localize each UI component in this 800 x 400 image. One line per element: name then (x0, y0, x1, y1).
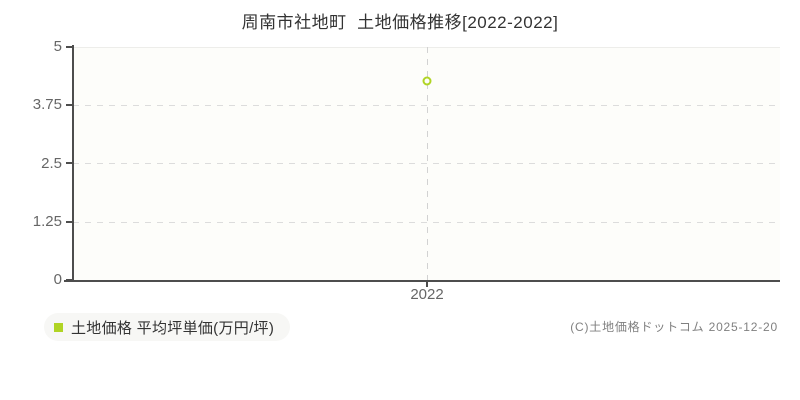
gridline-y-5 (73, 47, 780, 48)
y-axis-label-3-75: 3.75 (32, 96, 62, 113)
y-tick-mark-3-75 (66, 104, 74, 106)
page-title: 周南市社地町 土地価格推移[2022-2022] (0, 8, 800, 33)
x-tick-mark-2022 (426, 280, 428, 287)
y-tick-mark-2-5 (66, 162, 74, 164)
square-swatch-icon (54, 322, 63, 332)
legend-series-label: 土地価格 平均坪単価(万円/坪) (71, 319, 275, 337)
title-year-range: [2022-2022] (462, 13, 559, 32)
chart-legend[interactable]: 土地価格 平均坪単価(万円/坪) (44, 313, 291, 341)
data-point-marker[interactable] (422, 76, 431, 86)
y-axis-label-1-25: 1.25 (32, 213, 62, 230)
x-axis-label-2022: 2022 (410, 286, 444, 303)
y-tick-mark-0 (66, 279, 74, 281)
gridline-y-2-5 (73, 163, 780, 164)
gridline-y-3-75 (73, 105, 780, 106)
y-tick-mark-5 (66, 46, 74, 48)
gridline-x-2022 (427, 47, 428, 280)
copyright-credit: (C)土地価格ドットコム 2025-12-20 (570, 320, 778, 334)
title-region: 周南市社地町 (241, 13, 347, 32)
gridline-y-1-25 (73, 222, 780, 223)
y-axis-label-2-5: 2.5 (41, 155, 62, 172)
y-tick-mark-1-25 (66, 221, 74, 223)
title-series-label: 土地価格推移 (357, 13, 463, 32)
y-axis-label-5: 5 (53, 38, 62, 55)
y-axis-label-0: 0 (53, 271, 62, 288)
x-axis-line (64, 280, 780, 282)
